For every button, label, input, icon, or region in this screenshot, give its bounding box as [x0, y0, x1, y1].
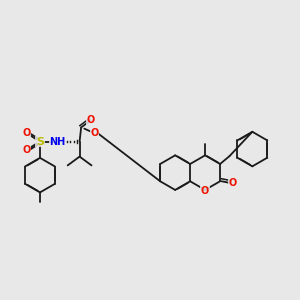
Text: O: O [90, 128, 98, 138]
Text: O: O [229, 178, 237, 188]
Text: O: O [86, 116, 95, 125]
Text: S: S [36, 136, 44, 146]
Text: NH: NH [50, 136, 66, 146]
Text: O: O [23, 145, 31, 155]
Text: O: O [23, 128, 31, 138]
Text: O: O [201, 187, 209, 196]
